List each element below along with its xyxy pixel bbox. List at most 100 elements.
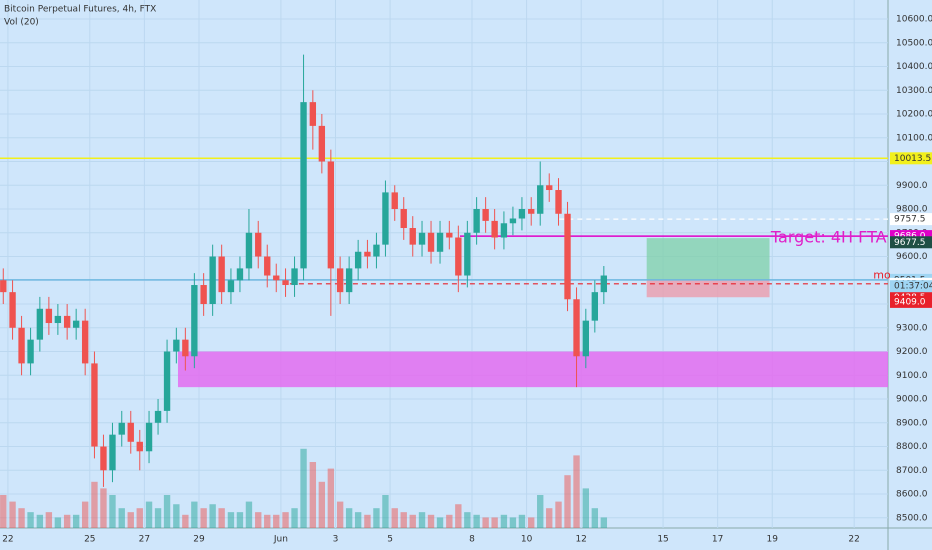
volume-bar bbox=[72, 514, 80, 528]
y-tick-label: 8600.0 bbox=[896, 490, 928, 500]
volume-bar bbox=[509, 517, 517, 528]
candle-body bbox=[291, 268, 298, 286]
candle-body bbox=[154, 410, 162, 423]
volume-bar bbox=[354, 512, 362, 528]
candle-body bbox=[300, 102, 307, 269]
candle-body bbox=[600, 275, 608, 293]
volume-bar bbox=[327, 468, 335, 528]
candle-body bbox=[373, 244, 380, 257]
x-tick-label: 15 bbox=[657, 535, 668, 545]
candle-body bbox=[409, 228, 416, 245]
candle-body bbox=[282, 280, 289, 286]
candle-body bbox=[191, 285, 198, 357]
volume-bar bbox=[54, 517, 62, 528]
x-tick-label: 29 bbox=[193, 535, 205, 545]
candle-body bbox=[45, 308, 53, 324]
volume-bar bbox=[227, 512, 235, 528]
y-tick-label: 9100.0 bbox=[896, 371, 928, 381]
volume-bar bbox=[482, 517, 489, 528]
y-tick-label: 10200.0 bbox=[896, 110, 932, 120]
volume-title: Vol (20) bbox=[4, 18, 39, 28]
volume-bar bbox=[409, 514, 416, 528]
price-label-bg bbox=[890, 236, 932, 249]
volume-bar bbox=[364, 514, 371, 528]
price-label-bg bbox=[890, 152, 932, 165]
candle-body bbox=[518, 209, 526, 219]
candle-body bbox=[418, 232, 426, 245]
volume-bar bbox=[546, 508, 553, 528]
price-label: 10013.5 bbox=[894, 154, 931, 164]
candle-body bbox=[91, 363, 98, 447]
volume-bar bbox=[200, 508, 207, 528]
annotation: mo bbox=[873, 269, 891, 282]
y-tick-label: 9300.0 bbox=[896, 323, 928, 333]
candle-body bbox=[255, 232, 262, 257]
x-tick-label: 22 bbox=[2, 535, 13, 545]
volume-bar bbox=[373, 508, 380, 528]
volume-bar bbox=[100, 488, 107, 528]
volume-bar bbox=[309, 462, 317, 528]
candle-body bbox=[173, 339, 180, 352]
volume-bar bbox=[518, 514, 526, 528]
candle-body bbox=[54, 315, 62, 324]
volume-bar bbox=[236, 512, 244, 528]
candle-body bbox=[582, 320, 589, 357]
candle-body bbox=[145, 422, 153, 452]
candle-body bbox=[427, 232, 435, 252]
volume-bar bbox=[63, 514, 71, 528]
volume-bar bbox=[582, 488, 589, 528]
chart-title: Bitcoin Perpetual Futures, 4h, FTX bbox=[4, 5, 156, 15]
volume-bar bbox=[600, 517, 608, 528]
candle-body bbox=[109, 434, 116, 471]
candle-body bbox=[482, 209, 489, 221]
price-label-bg bbox=[890, 295, 932, 308]
volume-bar bbox=[145, 501, 153, 528]
countdown: 01:37:04 bbox=[894, 282, 932, 292]
volume-bar bbox=[154, 508, 162, 528]
candle-body bbox=[264, 256, 271, 276]
candle-body bbox=[564, 213, 571, 300]
candle-body bbox=[446, 232, 453, 238]
candle-body bbox=[364, 251, 371, 257]
x-tick-label: 17 bbox=[712, 535, 723, 545]
volume-bar bbox=[109, 495, 116, 528]
candle-body bbox=[100, 446, 107, 471]
volume-bar bbox=[391, 508, 398, 528]
volume-bar bbox=[345, 508, 353, 528]
candle-body bbox=[136, 441, 143, 452]
candle-body bbox=[473, 209, 480, 233]
candle-body bbox=[464, 232, 471, 276]
volume-bar bbox=[427, 514, 435, 528]
candle-body bbox=[555, 190, 562, 214]
x-tick-label: 8 bbox=[469, 535, 475, 545]
y-tick-label: 10400.0 bbox=[896, 62, 932, 72]
volume-bar bbox=[0, 495, 7, 528]
volume-bar bbox=[446, 514, 453, 528]
candle-body bbox=[500, 223, 508, 238]
volume-bar bbox=[173, 504, 180, 528]
candle-body bbox=[245, 232, 253, 269]
y-tick-label: 8900.0 bbox=[896, 418, 928, 428]
y-tick-label: 10100.0 bbox=[896, 133, 932, 143]
volume-bar bbox=[127, 512, 134, 528]
candle-body bbox=[63, 315, 71, 328]
volume-bar bbox=[528, 517, 535, 528]
volume-bar bbox=[473, 514, 480, 528]
y-tick-label: 10300.0 bbox=[896, 86, 932, 96]
candle-body bbox=[127, 422, 134, 442]
candle-body bbox=[345, 268, 353, 293]
candle-body bbox=[327, 161, 335, 269]
candle-body bbox=[218, 256, 225, 293]
candle-body bbox=[336, 268, 344, 293]
y-tick-label: 8500.0 bbox=[896, 513, 928, 523]
volume-bar bbox=[36, 514, 44, 528]
x-tick-label: 3 bbox=[333, 535, 339, 545]
y-tick-label: 9200.0 bbox=[896, 347, 928, 357]
x-tick-label: 22 bbox=[848, 535, 859, 545]
volume-bar bbox=[18, 508, 25, 528]
y-tick-label: 8700.0 bbox=[896, 466, 928, 476]
candle-body bbox=[81, 320, 89, 364]
volume-bar bbox=[136, 508, 143, 528]
volume-bar bbox=[255, 512, 262, 528]
volume-bar bbox=[209, 504, 216, 528]
